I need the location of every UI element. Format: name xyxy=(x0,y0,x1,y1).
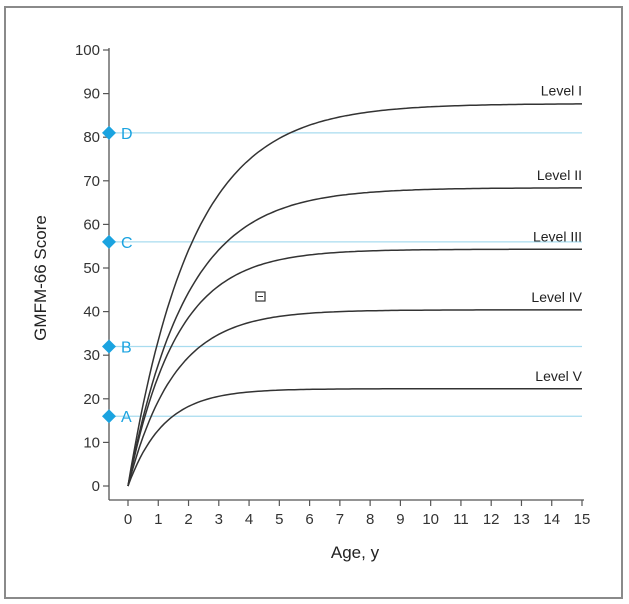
x-tick-label: 2 xyxy=(184,511,192,528)
y-tick-label: 70 xyxy=(83,173,100,190)
x-tick-label: 3 xyxy=(215,511,223,528)
y-tick-label: 100 xyxy=(75,42,100,59)
y-tick-label: 20 xyxy=(83,391,100,408)
series: Level I Level II Level III Level IV Level V xyxy=(127,83,583,487)
reference-label-c: C xyxy=(121,235,133,252)
series-curve-level-5 xyxy=(127,388,582,487)
y-tick-label: 10 xyxy=(83,434,100,451)
small-box-icon xyxy=(255,291,266,302)
y-tick-label: 60 xyxy=(83,216,100,233)
x-tick-label: 5 xyxy=(275,511,283,528)
series-label-level-2: Level II xyxy=(537,167,582,183)
y-tick-label: 80 xyxy=(83,129,100,146)
figure-frame: 0 10 20 30 40 50 60 70 80 90 100 0 1 2 3 4 5 6 7 8 9 10 11 12 1… xyxy=(4,6,623,599)
x-tick-label: 15 xyxy=(574,511,591,528)
reference-diamond-d xyxy=(102,125,116,140)
x-tick-label: 10 xyxy=(422,511,439,528)
reference-diamond-c xyxy=(102,234,116,249)
x-axis-title: Age, y xyxy=(331,543,380,562)
x-tick-label: 12 xyxy=(483,511,500,528)
reference-diamond-b xyxy=(102,339,116,354)
x-tick-label: 6 xyxy=(305,511,313,528)
y-tick-label: 90 xyxy=(83,86,100,103)
series-curve-level-2 xyxy=(127,187,582,487)
y-ticks: 0 10 20 30 40 50 60 70 80 90 100 xyxy=(75,42,109,495)
series-label-level-4: Level IV xyxy=(531,289,582,305)
x-tick-label: 7 xyxy=(336,511,344,528)
series-curve-level-1 xyxy=(127,103,582,487)
x-tick-label: 8 xyxy=(366,511,374,528)
x-tick-label: 1 xyxy=(154,511,162,528)
series-label-level-5: Level V xyxy=(535,368,582,384)
x-ticks: 0 1 2 3 4 5 6 7 8 9 10 11 12 13 14 15 xyxy=(124,500,591,528)
reference-label-a: A xyxy=(121,409,132,426)
series-curve-level-3 xyxy=(127,248,582,487)
y-tick-label: 30 xyxy=(83,347,100,364)
series-label-level-3: Level III xyxy=(533,228,582,244)
y-tick-label: 50 xyxy=(83,260,100,277)
x-tick-label: 9 xyxy=(396,511,404,528)
reference-markers: A B C D xyxy=(102,125,133,426)
y-tick-label: 0 xyxy=(92,478,100,495)
reference-lines xyxy=(109,132,582,417)
x-tick-label: 11 xyxy=(453,511,469,528)
reference-label-b: B xyxy=(121,339,132,356)
reference-diamond-a xyxy=(102,409,116,424)
series-curve-level-4 xyxy=(127,309,582,487)
y-axis-title: GMFM-66 Score xyxy=(31,215,50,341)
reference-label-d: D xyxy=(121,126,133,143)
x-tick-label: 13 xyxy=(513,511,530,528)
x-tick-label: 14 xyxy=(543,511,560,528)
x-tick-label: 4 xyxy=(245,511,253,528)
y-tick-label: 40 xyxy=(83,304,100,321)
series-label-level-1: Level I xyxy=(541,83,582,99)
x-tick-label: 0 xyxy=(124,511,132,528)
